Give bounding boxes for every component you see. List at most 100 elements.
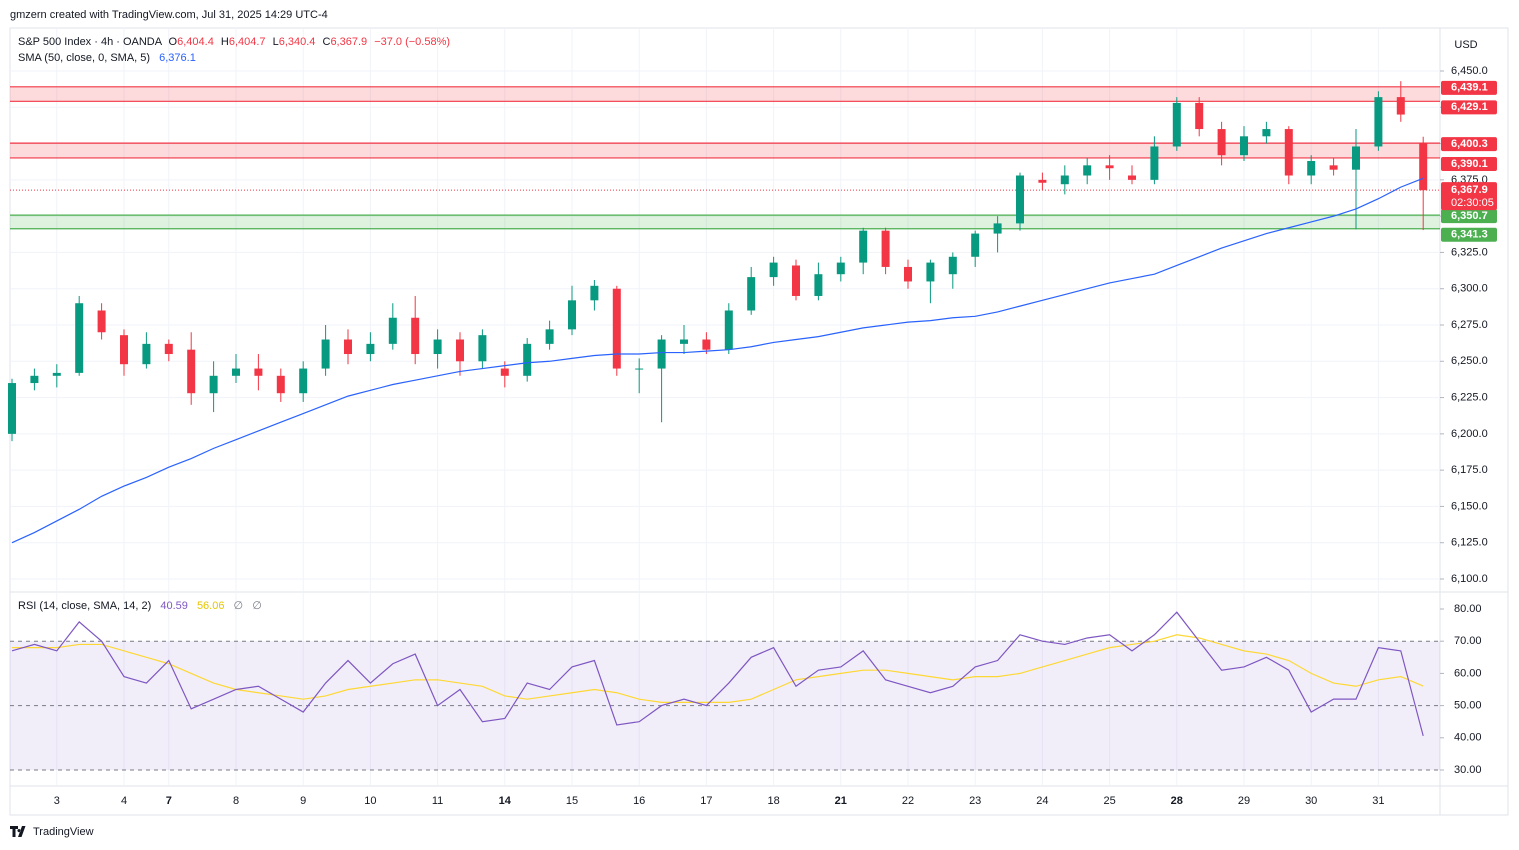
zone — [10, 215, 1440, 229]
legend-h-label: H — [221, 36, 229, 48]
x-tick-label: 8 — [233, 795, 239, 807]
zone-price-box — [1441, 80, 1497, 95]
zone-price-label: 6,429.1 — [1451, 101, 1488, 113]
rsi-name: RSI (14, close, SMA, 14, 2) — [18, 600, 151, 612]
rsi-line — [11, 611, 1424, 737]
y-tick-label: 6,200.0 — [1451, 428, 1488, 440]
x-tick-label: 10 — [364, 795, 376, 807]
candle-body — [948, 256, 957, 275]
candle-body — [1150, 146, 1159, 180]
rsi-value: 40.59 — [160, 600, 188, 612]
x-tick-label: 25 — [1103, 795, 1115, 807]
zone — [10, 143, 1440, 158]
candle-body — [388, 317, 397, 344]
legend-l-label: L — [273, 36, 279, 48]
sma-value: 6,376.1 — [159, 52, 196, 64]
y-tick-label: 6,300.0 — [1451, 283, 1488, 295]
credit: gmzern created with TradingView.com, Jul… — [10, 9, 328, 21]
candle-body — [120, 335, 128, 365]
y-tick-label: 6,250.0 — [1451, 355, 1488, 367]
candle-body — [635, 368, 644, 370]
x-tick-label: 9 — [300, 795, 306, 807]
candle-body — [1396, 97, 1405, 115]
rsi-y-tick-label: 40.00 — [1454, 732, 1482, 744]
candle-body — [1240, 136, 1248, 156]
x-tick-label: 22 — [902, 795, 914, 807]
x-tick-label: 15 — [566, 795, 578, 807]
candle-body — [814, 274, 823, 296]
candle-body — [724, 310, 733, 350]
candle-body — [926, 262, 935, 282]
x-tick-label: 4 — [121, 795, 127, 807]
rsi-y-tick-label: 60.00 — [1454, 667, 1482, 679]
rsi-extra: ∅ — [234, 600, 244, 612]
x-tick-label: 18 — [767, 795, 779, 807]
candle-body — [411, 317, 420, 355]
x-tick-label: 11 — [432, 795, 443, 807]
plot: 3 4 7 8 9 10 11 14 15 16 17 18 21 22 23 24 25 28 29 30 31 6,1… — [8, 28, 1488, 807]
brand: TradingView — [10, 826, 94, 838]
candle-body — [1329, 165, 1338, 170]
y-tick-label: 6,175.0 — [1451, 464, 1488, 476]
candle-body — [500, 368, 509, 376]
candle-body — [792, 265, 800, 296]
candle-body — [590, 285, 599, 301]
x-tick-label: 30 — [1305, 795, 1317, 807]
legend-o-label: O — [169, 36, 178, 48]
candle-body — [8, 383, 16, 434]
candle-body — [702, 339, 711, 350]
candle-body — [97, 310, 106, 333]
rsi-legend: RSI (14, close, SMA, 14, 2) 40.59 56.06 … — [18, 600, 262, 612]
sma-name: SMA (50, close, 0, SMA, 5) — [18, 52, 150, 64]
legend-symbol: S&P 500 Index · 4h · OANDA — [18, 36, 163, 48]
candle-body — [971, 233, 980, 257]
legend-c-label: C — [322, 36, 330, 48]
x-tick-label: 7 — [166, 795, 172, 807]
candle-body — [545, 329, 554, 344]
candle-body — [680, 339, 688, 344]
last-price-box — [1441, 182, 1497, 211]
candle-body — [366, 343, 375, 355]
x-tick-label: 17 — [700, 795, 712, 807]
candle-body — [52, 372, 61, 376]
x-tick-label: 14 — [499, 795, 512, 807]
candle-body — [1172, 102, 1181, 147]
candle-body — [881, 230, 890, 267]
candle-body — [657, 339, 666, 369]
y-tick-label: 6,150.0 — [1451, 500, 1488, 512]
legend-h: 6,404.7 — [229, 36, 266, 48]
zone-price-label: 6,400.3 — [1451, 138, 1488, 150]
candle-body — [321, 339, 330, 369]
rsi-y-tick-label: 50.00 — [1454, 700, 1482, 712]
candle-body — [1419, 143, 1428, 191]
legend-change: −37.0 (−0.58%) — [374, 36, 450, 48]
zone-price-box — [1441, 100, 1497, 115]
x-tick-label: 29 — [1238, 795, 1250, 807]
countdown: 02:30:05 — [1451, 197, 1494, 209]
candle-body — [1307, 160, 1316, 176]
candle-body — [456, 339, 464, 362]
overlay: 6,439.1 6,429.1 6,400.3 6,390.1 6,350.7 6,341… — [1441, 80, 1497, 242]
rsi-y-tick-label: 80.00 — [1454, 603, 1482, 615]
sma-legend: SMA (50, close, 0, SMA, 5) 6,376.1 — [18, 52, 196, 64]
zone-price-label: 6,439.1 — [1451, 82, 1488, 94]
zone-price-label: 6,390.1 — [1451, 158, 1488, 170]
candle-body — [904, 266, 912, 282]
rsi-sma-line — [12, 634, 1424, 703]
rsi-extra: ∅ — [252, 600, 262, 612]
rsi-y-tick-label: 70.00 — [1454, 635, 1482, 647]
y-tick-label: 6,325.0 — [1451, 246, 1488, 258]
x-tick-label: 31 — [1372, 795, 1384, 807]
candle-body — [299, 368, 308, 394]
x-tick-label: 16 — [633, 795, 645, 807]
x-tick-label: 23 — [969, 795, 981, 807]
candle-body — [1128, 175, 1136, 180]
candle-body — [254, 368, 263, 376]
y-tick-label: 6,450.0 — [1451, 65, 1488, 77]
legend-o: 6,404.4 — [177, 36, 214, 48]
candle-body — [75, 303, 84, 373]
zone-price-label: 6,350.7 — [1451, 210, 1488, 222]
candle-body — [1352, 146, 1360, 170]
